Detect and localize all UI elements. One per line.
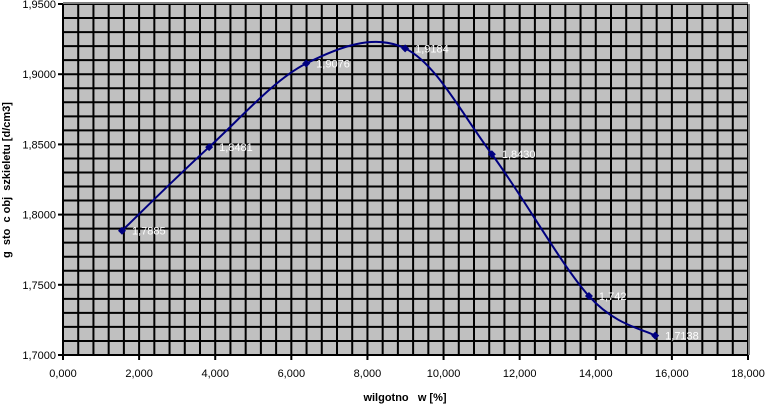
- x-tick-label: 12,000: [503, 368, 537, 380]
- y-tick-label: 1,8500: [22, 139, 56, 151]
- y-axis-label: g sto c obj szkieletu [d/cm3]: [1, 102, 13, 258]
- x-tick-label: 14,000: [579, 368, 613, 380]
- data-points: 1,7885 1,8481 1,9076 1,9184 1,8430 1,742 1,713…: [117, 43, 699, 343]
- data-point-marker: [401, 44, 410, 53]
- tick-labels: 0,000 2,000 4,000 6,000 8,000 10,000 12,000 14,…: [22, 0, 764, 380]
- data-point-marker: [651, 331, 660, 340]
- plot-area: [63, 4, 748, 355]
- y-tick-label: 1,8000: [22, 210, 56, 222]
- data-label: 1,9076: [316, 59, 350, 71]
- data-label: 1,8430: [502, 149, 536, 161]
- data-label: 1,7885: [132, 226, 166, 238]
- data-label: 1,9184: [415, 43, 449, 55]
- data-label: 1,8481: [219, 142, 253, 154]
- y-tick-label: 1,7500: [22, 280, 56, 292]
- x-tick-label: 10,000: [427, 368, 461, 380]
- x-axis-label: wilgotno w [%]: [362, 392, 446, 404]
- y-tick-label: 1,9000: [22, 69, 56, 81]
- y-tick-label: 1,9500: [22, 0, 56, 11]
- axes: [59, 2, 750, 356]
- x-tick-label: 4,000: [201, 368, 229, 380]
- x-tick-label: 16,000: [655, 368, 689, 380]
- x-tick-label: 8,000: [354, 368, 382, 380]
- data-point-marker: [117, 226, 126, 235]
- data-point-marker: [487, 150, 496, 159]
- data-point-marker: [584, 292, 593, 301]
- data-point-marker: [302, 59, 311, 68]
- x-tick-label: 2,000: [125, 368, 153, 380]
- data-label: 1,742: [599, 291, 627, 303]
- x-tick-label: 0,000: [49, 368, 77, 380]
- data-label: 1,7138: [665, 331, 699, 343]
- y-tick-label: 1,7000: [22, 350, 56, 362]
- data-point-marker: [205, 143, 214, 152]
- x-tick-label: 18,000: [731, 368, 765, 380]
- x-tick-label: 6,000: [278, 368, 306, 380]
